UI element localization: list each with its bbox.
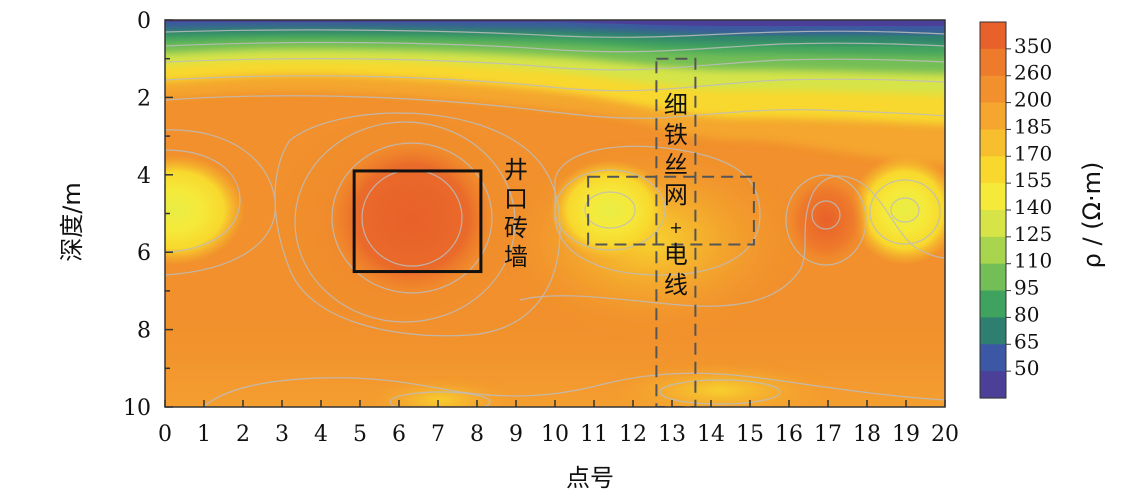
colorbar-swatch: [980, 48, 1006, 77]
colorbar-tick-label: 50: [1014, 356, 1039, 380]
annotation-label-wire-mesh: 细铁丝网+电线: [664, 91, 688, 299]
contour-lines: [165, 29, 945, 407]
colorbar-swatch: [980, 183, 1006, 211]
x-tick-label: 12: [619, 422, 647, 447]
wire-mesh-horizontal-box: [587, 175, 755, 246]
x-tick-label: 2: [236, 422, 250, 447]
colorbar-swatch: [980, 236, 1006, 265]
colorbar-swatch: [980, 344, 1006, 372]
colorbar-swatch: [980, 156, 1006, 184]
x-tick-label: 8: [470, 422, 484, 447]
x-tick-label: 0: [158, 422, 172, 447]
colorbar-tick-label: 140: [1014, 195, 1052, 219]
x-tick-label: 19: [892, 422, 920, 447]
annotation-label-well-wall: 井口砖墙: [504, 156, 528, 271]
x-tick-label: 15: [736, 422, 764, 447]
y-axis: 0 2 4 6 8 10: [123, 9, 173, 421]
y-tick-label: 10: [123, 396, 151, 421]
colorbar-swatch: [980, 317, 1006, 345]
colorbar-tick-label: 185: [1014, 114, 1052, 138]
x-tick-label: 10: [541, 422, 569, 447]
x-tick-label: 3: [275, 422, 289, 447]
x-tick-label: 13: [658, 422, 686, 447]
colorbar-label: ρ / (Ω·m): [1078, 162, 1106, 269]
colorbar-swatch: [980, 290, 1006, 319]
y-axis-label: 深度/m: [58, 182, 86, 261]
x-tick-label: 16: [775, 422, 803, 447]
colorbar-swatch: [980, 22, 1006, 50]
x-tick-label: 6: [392, 422, 406, 447]
y-tick-label: 6: [137, 241, 151, 266]
colorbar-tick-label: 65: [1014, 329, 1039, 353]
y-tick-label: 0: [137, 9, 151, 34]
resistivity-field: [165, 20, 945, 407]
colorbar-tick-label: 260: [1014, 61, 1052, 85]
colorbar-swatch: [980, 102, 1006, 131]
colorbar-tick-label: 125: [1014, 222, 1052, 246]
x-tick-label: 14: [697, 422, 725, 447]
colorbar-swatch: [980, 263, 1006, 292]
colorbar-swatch: [980, 210, 1006, 238]
x-axis-label: 点号: [566, 464, 614, 492]
colorbar-tick-label: 200: [1014, 88, 1052, 112]
x-tick-label: 7: [431, 422, 445, 447]
x-tick-label: 18: [853, 422, 881, 447]
well-brick-wall-box: [352, 169, 483, 274]
x-tick-label: 1: [197, 422, 211, 447]
colorbar-swatch: [980, 129, 1006, 157]
y-tick-label: 2: [137, 86, 151, 111]
y-tick-label: 8: [137, 319, 151, 344]
colorbar-tick-label: 350: [1014, 34, 1052, 58]
x-tick-label: 9: [509, 422, 523, 447]
colorbar-tick-label: 80: [1014, 302, 1039, 326]
colorbar-tick-label: 95: [1014, 276, 1039, 300]
x-axis: 0 1 2 3 4 5 6 7 8 9 10 11 12 13 14 15 16 17 18 19 20: [158, 400, 959, 447]
x-tick-label: 5: [353, 422, 367, 447]
x-tick-label: 20: [931, 422, 959, 447]
colorbar-tick-label: 170: [1014, 141, 1052, 165]
colorbar-tick-label: 155: [1014, 168, 1052, 192]
x-tick-label: 17: [814, 422, 842, 447]
colorbar-swatch: [980, 75, 1006, 104]
x-tick-label: 4: [314, 422, 328, 447]
colorbar-tick-label: 110: [1014, 249, 1052, 273]
colorbar-swatch: [980, 371, 1006, 399]
y-tick-label: 4: [137, 164, 151, 189]
x-tick-label: 11: [580, 422, 608, 447]
